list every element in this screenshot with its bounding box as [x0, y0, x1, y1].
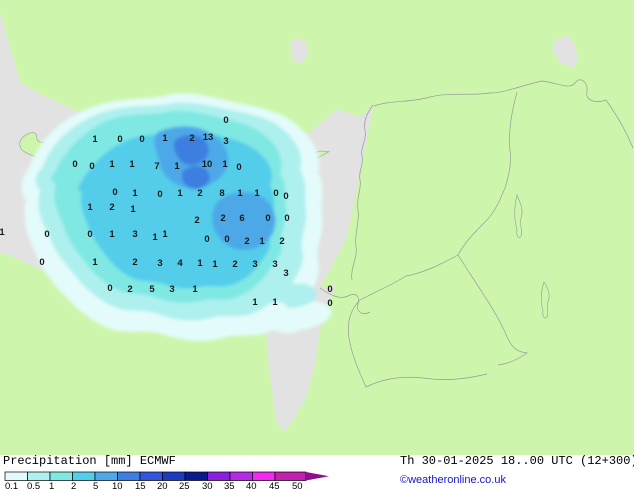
svg-text:1: 1 [132, 188, 138, 199]
svg-text:0: 0 [223, 115, 228, 126]
svg-text:10: 10 [112, 481, 123, 490]
svg-text:3: 3 [223, 136, 228, 147]
svg-text:3: 3 [252, 259, 257, 270]
svg-text:1: 1 [162, 229, 168, 240]
svg-text:2: 2 [232, 259, 237, 270]
svg-text:35: 35 [224, 481, 235, 490]
svg-text:1: 1 [197, 258, 203, 269]
svg-text:2: 2 [194, 215, 199, 226]
svg-text:25: 25 [179, 481, 190, 490]
svg-text:50: 50 [292, 481, 303, 490]
svg-text:10: 10 [202, 159, 213, 170]
svg-text:0: 0 [89, 161, 94, 172]
svg-text:0: 0 [273, 188, 278, 199]
svg-text:0.1: 0.1 [5, 481, 18, 490]
svg-text:5: 5 [93, 481, 98, 490]
svg-text:2: 2 [197, 188, 202, 199]
svg-text:2: 2 [71, 481, 76, 490]
svg-text:2: 2 [132, 257, 137, 268]
svg-text:3: 3 [132, 229, 137, 240]
svg-text:0: 0 [117, 134, 122, 145]
svg-text:0.5: 0.5 [27, 481, 40, 490]
svg-text:0: 0 [204, 234, 209, 245]
svg-text:1: 1 [49, 481, 54, 490]
svg-text:1: 1 [254, 188, 260, 199]
svg-text:0: 0 [283, 191, 288, 202]
svg-text:2: 2 [189, 133, 194, 144]
svg-text:30: 30 [202, 481, 213, 490]
svg-text:6: 6 [239, 213, 244, 224]
svg-text:45: 45 [269, 481, 280, 490]
svg-text:2: 2 [127, 284, 132, 295]
svg-text:Th 30-01-2025 18..00 UTC (12+3: Th 30-01-2025 18..00 UTC (12+300) [400, 454, 634, 468]
svg-text:0: 0 [87, 229, 92, 240]
svg-text:2: 2 [279, 236, 284, 247]
svg-text:1: 1 [0, 227, 5, 238]
svg-text:1: 1 [192, 284, 198, 295]
svg-text:1: 1 [177, 188, 183, 199]
svg-text:1: 1 [109, 229, 115, 240]
svg-text:0: 0 [327, 298, 332, 309]
svg-text:0: 0 [236, 162, 241, 173]
svg-text:0: 0 [112, 187, 117, 198]
svg-text:7: 7 [154, 161, 159, 172]
svg-text:0: 0 [284, 213, 289, 224]
svg-text:1: 1 [152, 232, 158, 243]
svg-text:2: 2 [220, 213, 225, 224]
svg-text:0: 0 [265, 213, 270, 224]
svg-text:15: 15 [135, 481, 146, 490]
svg-text:5: 5 [149, 284, 155, 295]
svg-text:1: 1 [92, 134, 98, 145]
svg-text:0: 0 [157, 189, 162, 200]
svg-text:1: 1 [109, 159, 115, 170]
svg-text:1: 1 [212, 259, 218, 270]
svg-text:1: 1 [92, 257, 98, 268]
svg-text:40: 40 [246, 481, 257, 490]
svg-text:1: 1 [130, 204, 136, 215]
svg-text:8: 8 [219, 188, 224, 199]
svg-text:1: 1 [174, 161, 180, 172]
svg-text:4: 4 [177, 258, 183, 269]
svg-text:0: 0 [224, 234, 229, 245]
svg-text:1: 1 [162, 133, 168, 144]
svg-text:1: 1 [87, 202, 93, 213]
svg-text:20: 20 [157, 481, 168, 490]
svg-text:1: 1 [272, 297, 278, 308]
svg-text:©weatheronline.co.uk: ©weatheronline.co.uk [400, 474, 506, 486]
svg-text:1: 1 [259, 236, 265, 247]
svg-text:3: 3 [169, 284, 174, 295]
svg-text:0: 0 [72, 159, 77, 170]
svg-text:0: 0 [139, 134, 144, 145]
svg-text:0: 0 [39, 257, 44, 268]
svg-text:1: 1 [252, 297, 258, 308]
svg-text:1: 1 [129, 159, 135, 170]
svg-text:13: 13 [203, 132, 214, 143]
svg-text:3: 3 [157, 258, 162, 269]
svg-text:0: 0 [44, 229, 49, 240]
svg-text:0: 0 [107, 283, 112, 294]
svg-text:1: 1 [222, 159, 228, 170]
svg-text:2: 2 [109, 202, 114, 213]
svg-text:3: 3 [283, 268, 288, 279]
svg-text:2: 2 [244, 236, 249, 247]
svg-text:1: 1 [237, 188, 243, 199]
svg-text:3: 3 [272, 259, 277, 270]
svg-text:Precipitation [mm] ECMWF: Precipitation [mm] ECMWF [3, 454, 176, 468]
